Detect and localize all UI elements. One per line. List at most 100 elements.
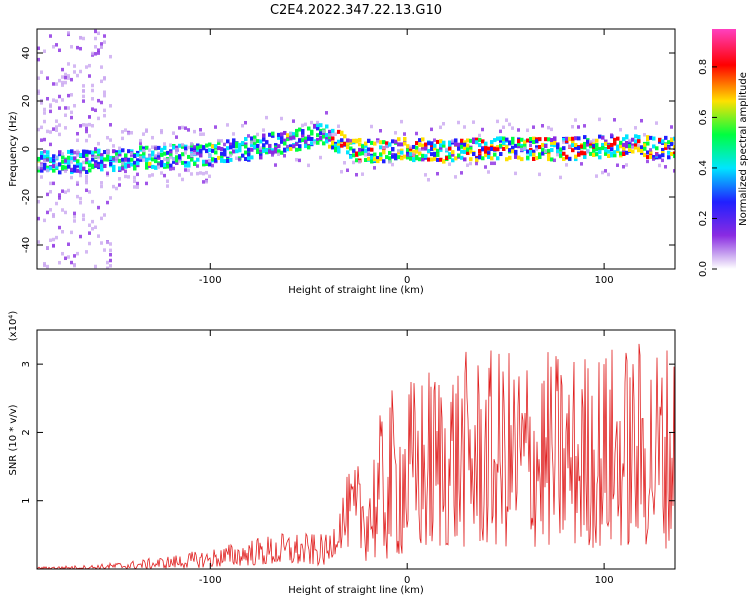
spectrogram-cell [340, 131, 344, 136]
spectrogram-speckle [184, 151, 187, 155]
spectrogram-cell [148, 156, 152, 161]
spectrogram-cell [376, 159, 380, 164]
spectrogram-cell [331, 136, 335, 141]
spectrogram-cell [82, 153, 86, 158]
spectrogram-cell [166, 164, 170, 169]
spectrogram-cell [532, 156, 536, 161]
spectrogram-speckle [55, 43, 58, 47]
spectrogram-speckle [493, 161, 496, 166]
spectrogram-cell [547, 153, 551, 158]
spectrogram-cell [433, 143, 437, 148]
spectrogram-cell [646, 150, 650, 155]
spectrogram-speckle [223, 142, 226, 147]
spectrogram-cell [370, 147, 374, 152]
spectrogram-cell [529, 150, 533, 155]
spectrogram-cell [463, 157, 467, 162]
spectrogram-speckle [511, 126, 514, 130]
spectrogram-speckle [70, 93, 73, 97]
spectrogram-speckle [181, 125, 184, 130]
spectrogram-speckle [109, 104, 112, 108]
spectrogram-speckle [433, 138, 436, 142]
spectrogram-speckle [658, 163, 661, 168]
spectrogram-speckle [85, 174, 88, 179]
spectrogram-speckle [82, 84, 85, 88]
spectrogram-cell [619, 140, 623, 145]
spectrogram-speckle [172, 166, 175, 171]
spectrogram-cell [115, 150, 119, 155]
spectrogram-cell [361, 144, 365, 149]
spectrogram-speckle [94, 108, 97, 113]
spectrogram-cell [127, 163, 131, 168]
spectrogram-cell [511, 136, 515, 141]
spectrogram-x-tick-label: 0 [404, 275, 410, 286]
spectrogram-speckle [85, 65, 88, 69]
spectrogram-speckle [94, 154, 97, 159]
spectrogram-cell [604, 148, 608, 153]
spectrogram-cell [220, 151, 224, 156]
spectrogram-speckle [94, 52, 97, 56]
spectrogram-cell [301, 138, 305, 143]
snr-y-ticks: 1 2 3 [21, 361, 675, 504]
spectrogram-speckle [61, 251, 64, 256]
spectrogram-cell [517, 142, 521, 147]
spectrogram-speckle [184, 126, 187, 130]
spectrogram-cell [505, 157, 509, 162]
spectrogram-cell [430, 147, 434, 152]
spectrogram-speckle [43, 107, 46, 112]
spectrogram-cell [40, 168, 44, 173]
spectrogram-speckle [58, 260, 61, 265]
spectrogram-cell [109, 161, 113, 166]
spectrogram-speckle [421, 147, 424, 151]
spectrogram-cell [541, 151, 545, 156]
spectrogram-cell [256, 143, 260, 148]
spectrogram-cell [319, 123, 323, 128]
spectrogram-cell [565, 136, 569, 141]
spectrogram-speckle [298, 158, 301, 163]
spectrogram-cell [88, 160, 92, 165]
spectrogram-speckle [70, 230, 73, 235]
spectrogram-cell [136, 158, 140, 163]
spectrogram-speckle [109, 252, 112, 257]
spectrogram-speckle [85, 188, 88, 193]
spectrogram-speckle [439, 125, 442, 130]
spectrogram-speckle [649, 148, 652, 152]
spectrogram-cell [349, 146, 353, 151]
spectrogram-cell [598, 149, 602, 154]
spectrogram-cell [595, 147, 599, 152]
spectrogram-x-axis-label: Height of straight line (km) [288, 285, 424, 296]
spectrogram-cell [145, 162, 149, 167]
spectrogram-cell [664, 135, 668, 140]
spectrogram-speckle [52, 45, 55, 49]
spectrogram-speckle [112, 157, 115, 161]
spectrogram-speckle [49, 109, 52, 114]
spectrogram-cell [532, 152, 536, 157]
spectrogram-cell [493, 146, 497, 151]
spectrogram-cell [637, 135, 641, 140]
spectrogram-cell [541, 147, 545, 152]
spectrogram-cell [172, 159, 176, 164]
spectrogram-cell [274, 147, 278, 152]
spectrogram-speckle [61, 208, 64, 212]
spectrogram-speckle [622, 165, 625, 169]
spectrogram-cell [226, 158, 230, 163]
spectrogram-speckle [496, 119, 499, 124]
spectrogram-cell [550, 140, 554, 145]
spectrogram-cell [508, 155, 512, 160]
spectrogram-speckle [673, 169, 675, 173]
spectrogram-cell [100, 163, 104, 168]
spectrogram-speckle [58, 78, 61, 83]
spectrogram-speckle [667, 146, 670, 150]
spectrogram-cell [160, 163, 164, 168]
spectrogram-cell [559, 147, 563, 152]
spectrogram-speckle [205, 179, 208, 184]
spectrogram-speckle [58, 123, 61, 127]
spectrogram-cell [391, 139, 395, 144]
spectrogram-speckle [46, 210, 49, 215]
spectrogram-cell [340, 138, 344, 143]
spectrogram-cell [478, 153, 482, 158]
spectrogram-speckle [115, 155, 118, 160]
spectrogram-cell [58, 162, 62, 167]
spectrogram-cell [379, 145, 383, 150]
spectrogram-cell [37, 156, 41, 161]
spectrogram-cell [523, 140, 527, 145]
